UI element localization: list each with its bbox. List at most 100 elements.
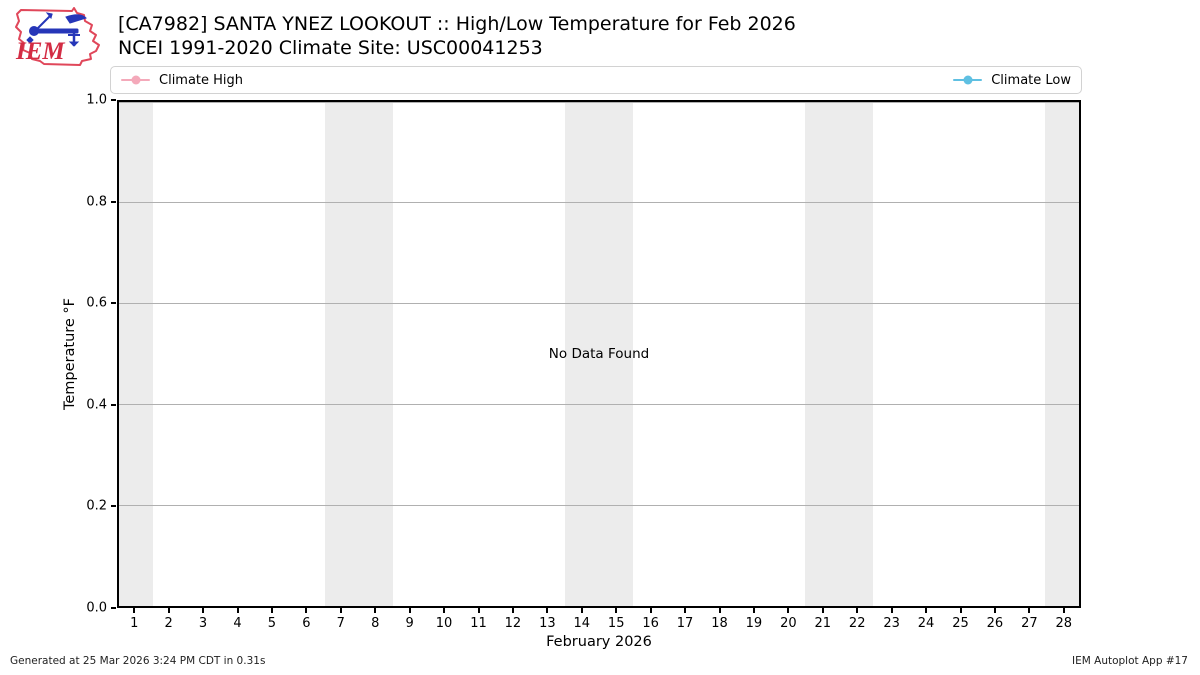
x-tick — [1028, 608, 1031, 613]
legend-dot-icon — [963, 75, 973, 85]
legend-marker-icon — [121, 75, 150, 85]
gridline — [119, 605, 1079, 606]
x-tick — [167, 608, 170, 613]
x-tick — [305, 608, 308, 613]
x-tick — [1062, 608, 1065, 613]
x-tick-label: 21 — [814, 616, 832, 631]
legend-item: Climate Low — [953, 73, 1071, 88]
y-tick — [111, 99, 116, 101]
y-tick — [111, 607, 116, 609]
x-tick — [202, 608, 205, 613]
legend: Climate High Climate Low — [110, 66, 1082, 94]
x-tick — [615, 608, 618, 613]
x-tick — [993, 608, 996, 613]
iem-logo-text: IEM — [15, 38, 65, 65]
y-tick — [111, 302, 116, 305]
x-tick-label: 3 — [198, 616, 208, 631]
x-tick-label: 9 — [405, 616, 414, 631]
x-tick — [339, 608, 342, 613]
weekend-band — [324, 102, 394, 606]
plot-area: No Data Found — [117, 100, 1081, 608]
gridline — [119, 303, 1079, 305]
legend-dot-icon — [131, 75, 140, 85]
chart-titles: [CA7982] SANTA YNEZ LOOKOUT :: High/Low … — [118, 12, 796, 60]
x-tick-label: 10 — [435, 616, 453, 631]
gridline — [119, 202, 1079, 204]
iem-logo: IEM — [8, 4, 112, 70]
y-tick — [111, 200, 116, 203]
x-tick-label: 20 — [780, 616, 797, 631]
x-tick-label: 2 — [164, 616, 173, 631]
gridline — [119, 403, 1079, 405]
x-tick — [133, 608, 136, 613]
x-axis-label: February 2026 — [546, 634, 652, 650]
x-tick-label: 8 — [371, 616, 380, 631]
x-tick — [270, 608, 273, 613]
generated-timestamp: Generated at 25 Mar 2026 3:24 PM CDT in … — [10, 655, 266, 667]
x-tick — [546, 608, 549, 613]
x-tick — [684, 608, 687, 613]
weather-vane-icon — [26, 12, 87, 47]
x-tick — [925, 608, 928, 613]
x-tick — [511, 608, 514, 613]
x-tick-label: 25 — [952, 616, 969, 631]
x-tick-label: 1 — [130, 616, 139, 631]
weekend-band — [564, 102, 634, 606]
no-data-message: No Data Found — [548, 346, 650, 362]
x-tick-label: 19 — [745, 616, 763, 631]
x-tick-label: 15 — [607, 616, 625, 631]
legend-label: Climate Low — [991, 72, 1071, 88]
plot-layers — [119, 102, 1079, 606]
legend-item: Climate High — [121, 73, 243, 88]
legend-label: Climate High — [159, 72, 244, 88]
app-credit: IEM Autoplot App #17 — [1072, 655, 1188, 667]
x-tick-label: 26 — [986, 616, 1004, 631]
x-tick — [890, 608, 893, 613]
gridline — [119, 102, 1079, 103]
x-tick-label: 28 — [1055, 616, 1073, 631]
y-tick-label: 0.4 — [86, 397, 107, 413]
weekend-band — [804, 102, 874, 606]
x-tick — [580, 608, 583, 613]
x-tick-label: 22 — [848, 616, 866, 631]
chart-title: [CA7982] SANTA YNEZ LOOKOUT :: High/Low … — [118, 13, 796, 35]
x-tick-label: 18 — [711, 616, 728, 631]
x-tick-label: 27 — [1021, 616, 1038, 631]
x-tick-label: 14 — [573, 616, 591, 631]
x-tick — [959, 608, 962, 613]
x-tick — [752, 608, 755, 613]
y-tick-label: 0.6 — [86, 295, 107, 311]
legend-marker-icon — [953, 75, 983, 85]
x-tick — [408, 608, 411, 613]
y-tick-label: 1.0 — [86, 92, 107, 108]
iowa-outline-icon: IEM — [15, 7, 100, 66]
x-tick-label: 7 — [336, 616, 345, 631]
x-tick-label: 5 — [267, 616, 277, 631]
x-tick — [443, 608, 446, 613]
weekend-band — [1044, 102, 1079, 606]
x-tick — [787, 608, 790, 613]
x-tick — [236, 608, 239, 613]
x-tick-label: 23 — [883, 616, 900, 631]
x-tick-label: 6 — [302, 616, 311, 631]
x-tick-label: 4 — [233, 616, 242, 631]
weekend-band — [119, 102, 154, 606]
gridline — [119, 504, 1079, 506]
y-tick-label: 0.0 — [86, 600, 107, 616]
x-tick-label: 17 — [676, 616, 694, 631]
x-tick — [374, 608, 377, 613]
x-tick — [649, 608, 652, 613]
x-tick-label: 13 — [539, 616, 556, 631]
y-axis-label: Temperature °F — [62, 297, 78, 411]
y-tick — [111, 403, 116, 406]
x-tick — [821, 608, 824, 613]
x-tick-label: 11 — [470, 616, 487, 631]
chart-subtitle: NCEI 1991-2020 Climate Site: USC00041253 — [118, 37, 543, 59]
x-tick-label: 16 — [642, 616, 659, 631]
x-tick-label: 12 — [504, 616, 522, 631]
x-tick — [856, 608, 859, 613]
y-tick-label: 0.8 — [86, 194, 107, 210]
x-tick — [477, 608, 480, 613]
y-tick — [111, 505, 116, 508]
